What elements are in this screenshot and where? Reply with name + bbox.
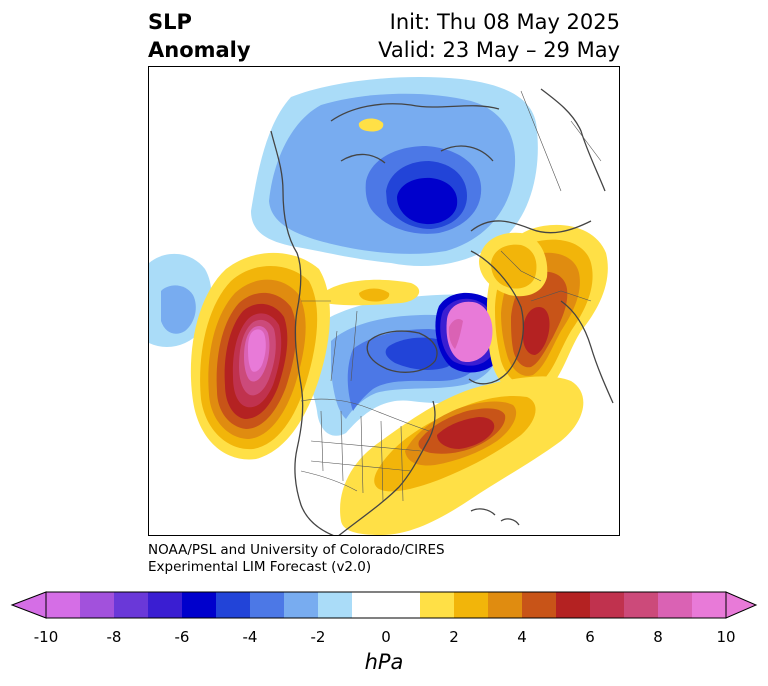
colorbar-tick-label: 10 — [716, 628, 736, 646]
north-america-east-coast — [338, 400, 436, 535]
map-title: SLP Anomaly — [148, 8, 251, 64]
title-line-1: SLP — [148, 10, 192, 34]
greenland-high-magenta — [446, 301, 493, 363]
colorbar-tick-label: -6 — [174, 628, 190, 646]
colorbar-segment — [250, 592, 285, 618]
canada-ridge-band-2 — [359, 288, 390, 302]
hudson-bay — [366, 330, 438, 373]
forecast-dates: Init: Thu 08 May 2025 Valid: 23 May – 29… — [378, 8, 620, 64]
colorbar-segment — [216, 592, 251, 618]
colorbar — [10, 591, 758, 619]
north-america-west-coast — [270, 130, 334, 535]
credit-line-2: Experimental LIM Forecast (v2.0) — [148, 559, 372, 575]
us-state-lines — [310, 410, 422, 502]
arctic-small-high — [358, 118, 384, 132]
colorbar-segment — [352, 592, 387, 618]
colorbar-tick-label: 4 — [517, 628, 527, 646]
colorbar-segment — [284, 592, 319, 618]
colorbar-segments — [46, 592, 727, 618]
colorbar-segment — [692, 592, 727, 618]
colorbar-tick-label: -4 — [242, 628, 258, 646]
colorbar-segment — [590, 592, 625, 618]
colorbar-segment — [556, 592, 591, 618]
atlantic-high-5 — [437, 417, 495, 449]
colorbar-segment — [114, 592, 149, 618]
greenland-high-magenta-edge — [448, 319, 463, 349]
colorbar-segment — [318, 592, 353, 618]
colorbar-segment — [148, 592, 183, 618]
colorbar-tick-label: -8 — [106, 628, 122, 646]
colorbar-tick-label: 0 — [381, 628, 391, 646]
europe-coast — [560, 300, 614, 404]
colorbar-segment — [182, 592, 217, 618]
colorbar-segment — [386, 592, 421, 618]
political-borders — [300, 90, 602, 502]
colorbar-tick-label: 6 — [585, 628, 595, 646]
caribbean — [470, 508, 520, 526]
map-panel — [148, 66, 620, 536]
arctic-islands — [330, 103, 500, 164]
arctic-low-core — [397, 177, 458, 225]
canada-provinces — [301, 300, 358, 382]
us-mexico-border — [300, 470, 358, 492]
colorbar-tick-label: 2 — [449, 628, 459, 646]
pacific-ridge-core — [248, 329, 266, 372]
colorbar-tick-label: -2 — [310, 628, 326, 646]
us-canada-border — [300, 398, 430, 432]
eurasia-borders — [500, 90, 602, 302]
colorbar-segment — [46, 592, 81, 618]
pacific-low-inner — [161, 285, 196, 334]
colorbar-under-extension — [10, 591, 47, 619]
eurasia-coast — [470, 88, 606, 234]
colorbar-segment — [522, 592, 557, 618]
positive-anomaly-areas — [190, 118, 608, 535]
init-date: Init: Thu 08 May 2025 — [389, 10, 620, 34]
colorbar-segment — [454, 592, 489, 618]
colorbar-segment — [80, 592, 115, 618]
colorbar-units: hPa — [364, 650, 404, 674]
colorbar-segment — [420, 592, 455, 618]
colorbar-segment — [658, 592, 693, 618]
coastlines — [270, 88, 614, 535]
colorbar-over-extension — [725, 591, 758, 619]
credit-line-1: NOAA/PSL and University of Colorado/CIRE… — [148, 542, 445, 558]
greenland-coast — [468, 250, 524, 385]
colorbar-outline — [45, 591, 727, 619]
colorbar-segment — [624, 592, 659, 618]
colorbar-segment — [488, 592, 523, 618]
title-line-2: Anomaly — [148, 38, 251, 62]
colorbar-tick-label: 8 — [653, 628, 663, 646]
colorbar-tick-label: -10 — [33, 628, 59, 646]
greenland-high-5 — [523, 307, 550, 355]
credit-block: NOAA/PSL and University of Colorado/CIRE… — [148, 542, 445, 576]
valid-date: Valid: 23 May – 29 May — [378, 38, 620, 62]
canada-trough-4 — [385, 337, 456, 370]
map-canvas — [149, 77, 614, 535]
